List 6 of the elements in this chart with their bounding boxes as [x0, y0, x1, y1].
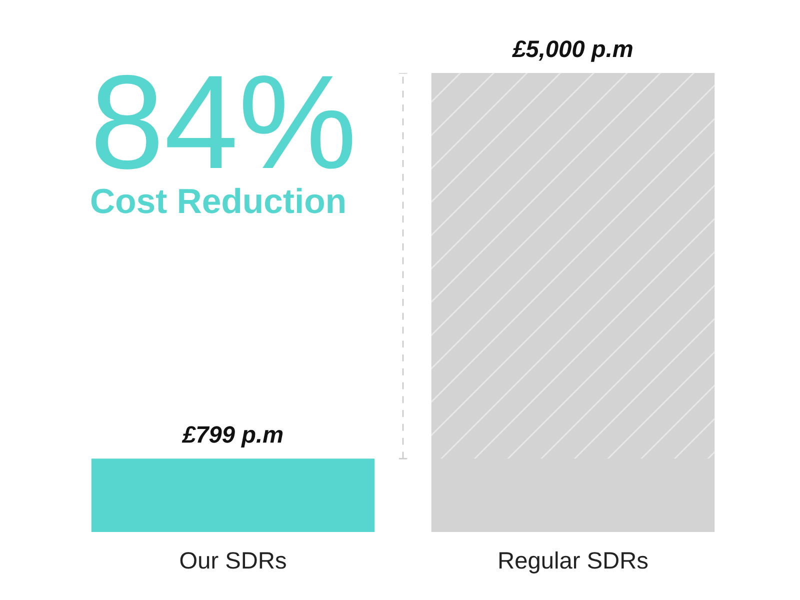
data-label: £799 p.m — [182, 426, 283, 448]
annotation: Cost Reduction — [91, 188, 344, 214]
data-label: £5,000 p.m — [512, 40, 632, 62]
annotation: 84% — [96, 74, 352, 170]
x-tick-label: Our SDRs — [180, 552, 286, 569]
x-tick-label: Regular SDRs — [499, 551, 648, 574]
